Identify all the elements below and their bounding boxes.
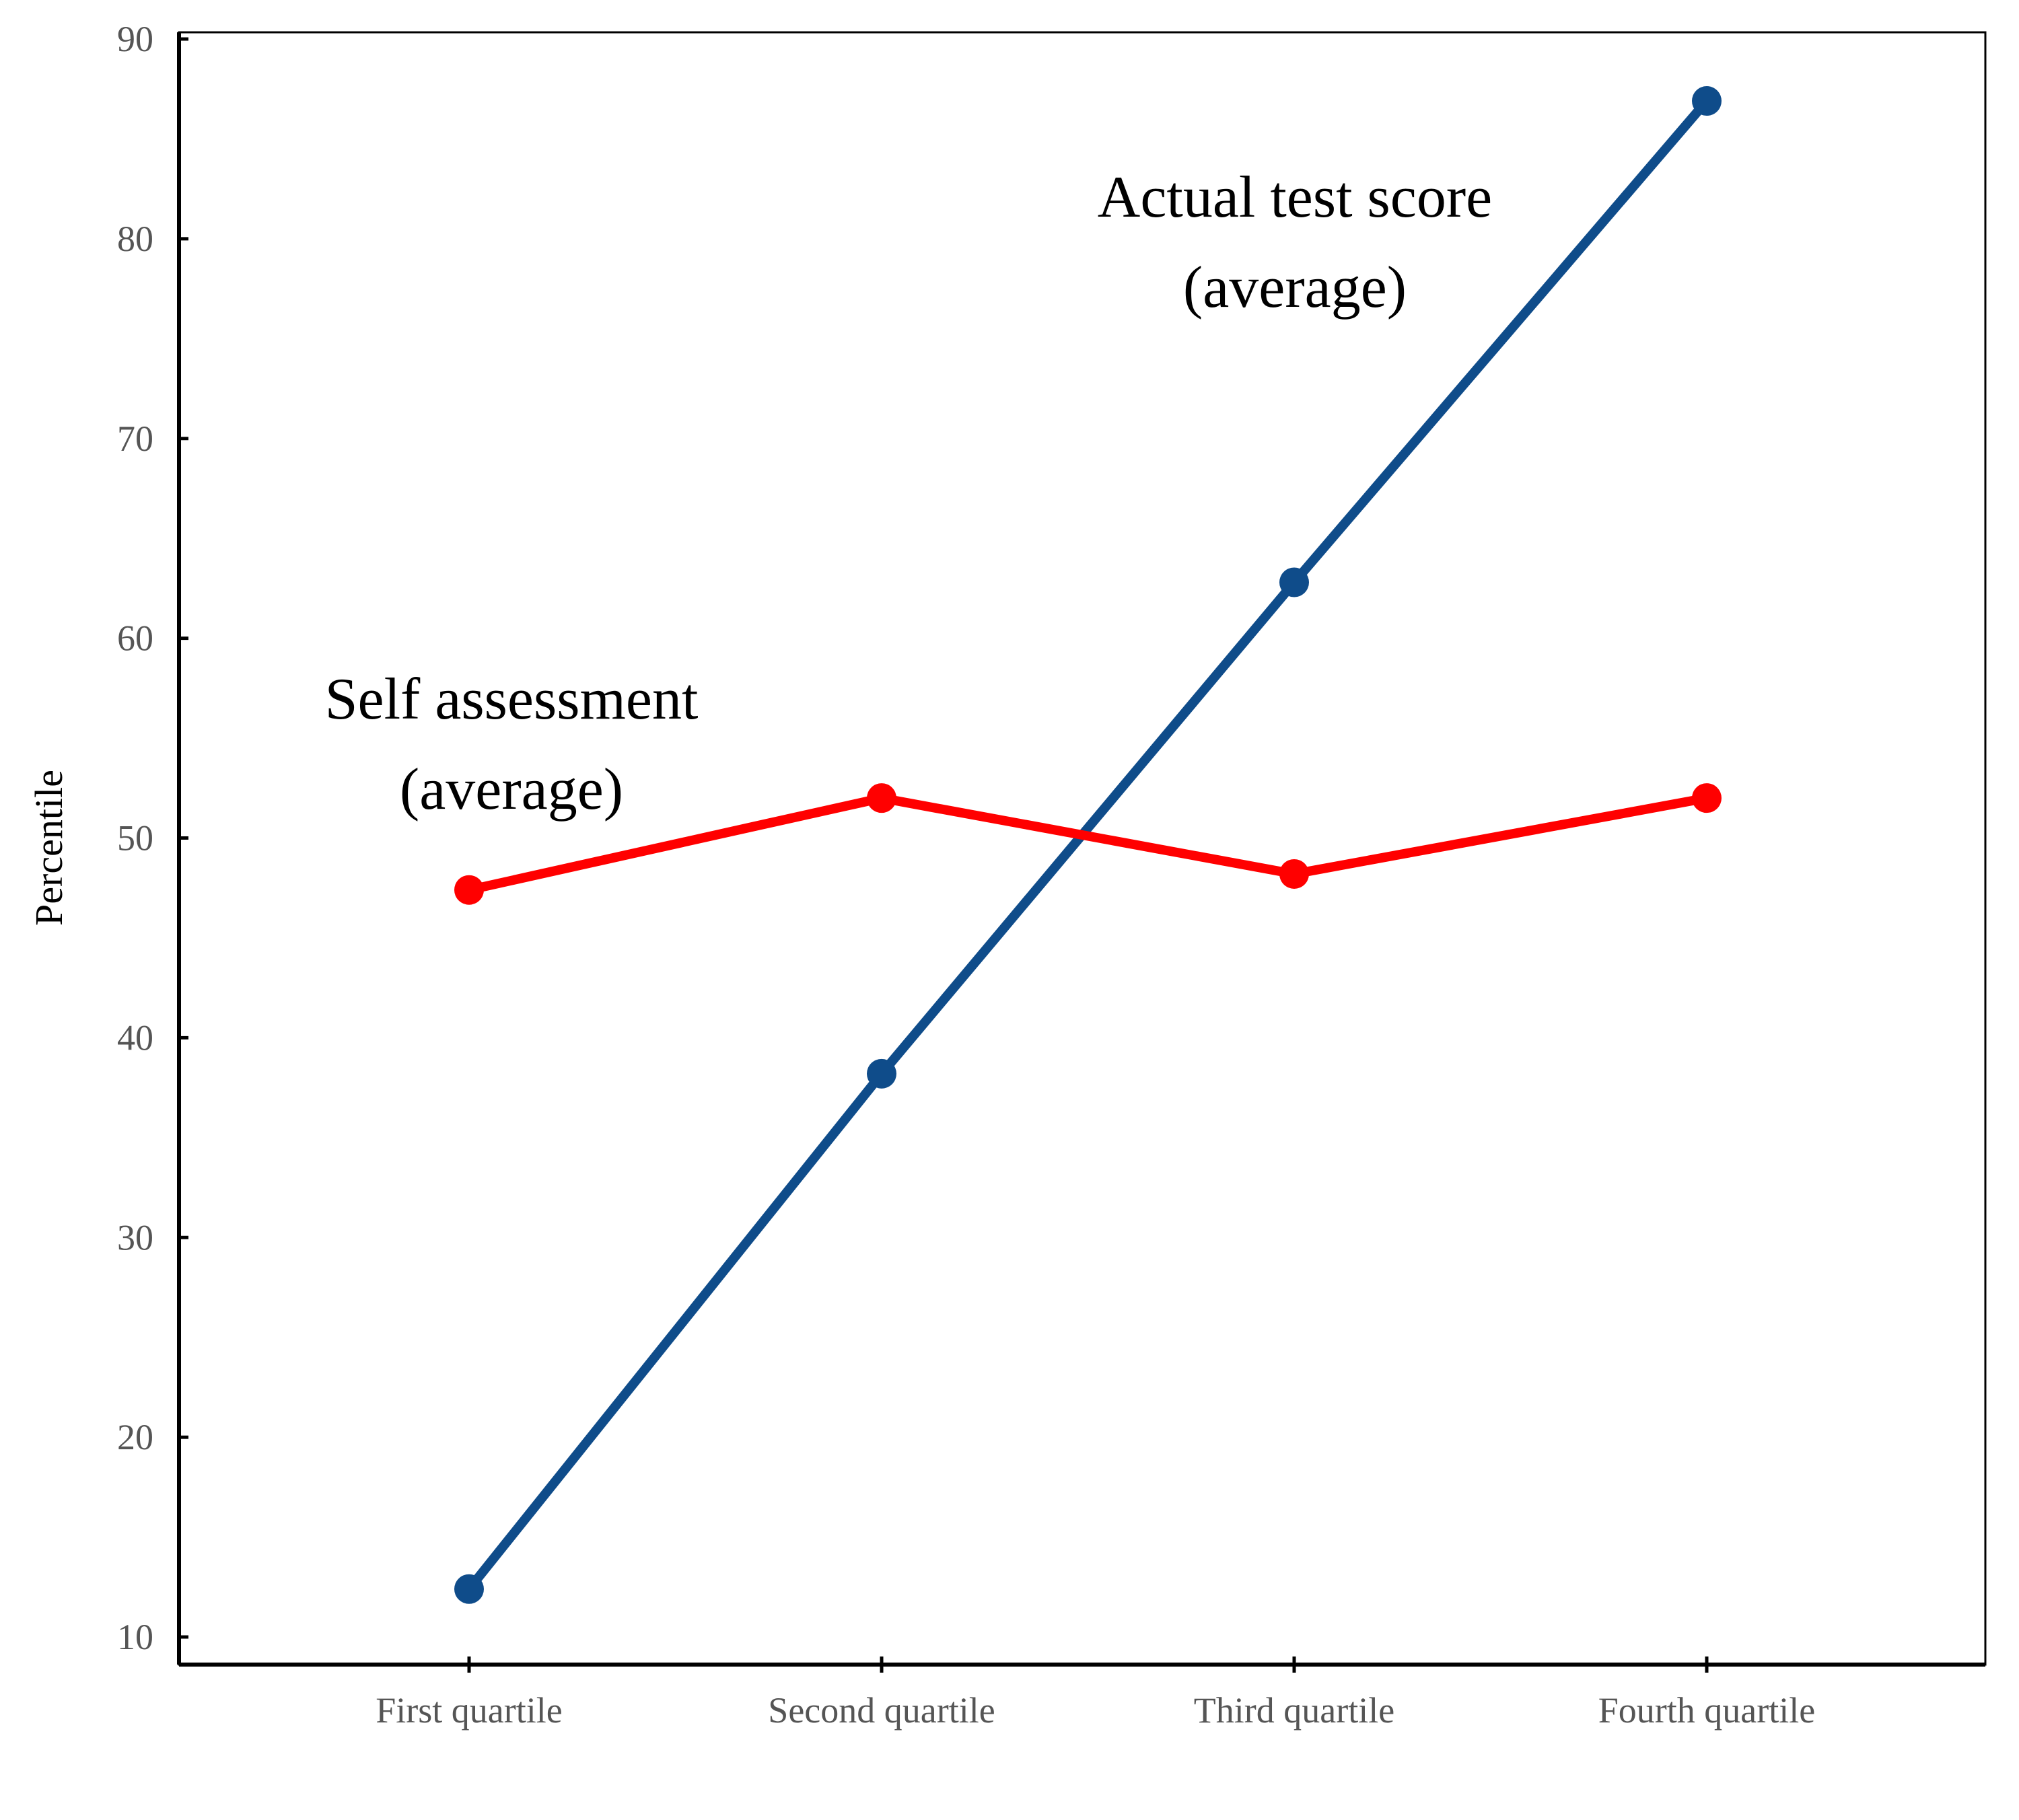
series-1-point-3 (1279, 567, 1309, 597)
series-layer (454, 86, 1722, 1604)
annotation-actual-line-2: (average) (1183, 255, 1407, 320)
annotation-self: Self assessment (average) (325, 667, 699, 822)
y-tick-label-30: 30 (117, 1217, 153, 1258)
x-tick-label-1: First quartile (376, 1690, 562, 1731)
x-tick-label-4: Fourth quartile (1598, 1690, 1815, 1731)
y-tick-label-80: 80 (117, 219, 153, 259)
series-1-point-1 (454, 1574, 484, 1604)
y-tick-label-60: 60 (117, 618, 153, 659)
series-2-point-3 (1279, 859, 1309, 889)
series-1-line (464, 96, 1711, 1594)
y-tick-label-70: 70 (117, 418, 153, 459)
x-axis-ticks: First quartile Second quartile Third quart… (376, 1657, 1815, 1731)
annotation-actual-line-1: Actual test score (1098, 165, 1492, 230)
series-1-point-4 (1692, 86, 1722, 116)
x-tick-label-3: Third quartile (1194, 1690, 1394, 1731)
series-2-point-1 (454, 875, 484, 905)
series-2 (454, 783, 1722, 905)
series-1 (454, 86, 1722, 1604)
annotation-self-line-2: (average) (400, 757, 623, 822)
annotation-actual: Actual test score (average) (1098, 165, 1492, 320)
y-tick-label-10: 10 (117, 1617, 153, 1657)
series-1-point-2 (867, 1058, 896, 1089)
series-2-point-2 (867, 783, 896, 813)
plot-frame (178, 31, 1987, 1666)
annotation-self-line-1: Self assessment (325, 667, 699, 732)
series-2-line (464, 793, 1711, 895)
y-tick-label-90: 90 (117, 19, 153, 59)
x-tick-label-2: Second quartile (768, 1690, 995, 1731)
y-tick-label-50: 50 (117, 818, 153, 859)
y-tick-label-40: 40 (117, 1017, 153, 1058)
series-2-point-4 (1692, 783, 1722, 813)
y-tick-label-20: 20 (117, 1417, 153, 1457)
y-axis-ticks: 10 20 30 40 50 60 70 80 90 (117, 19, 188, 1657)
y-axis-title: Percentile (27, 770, 71, 926)
